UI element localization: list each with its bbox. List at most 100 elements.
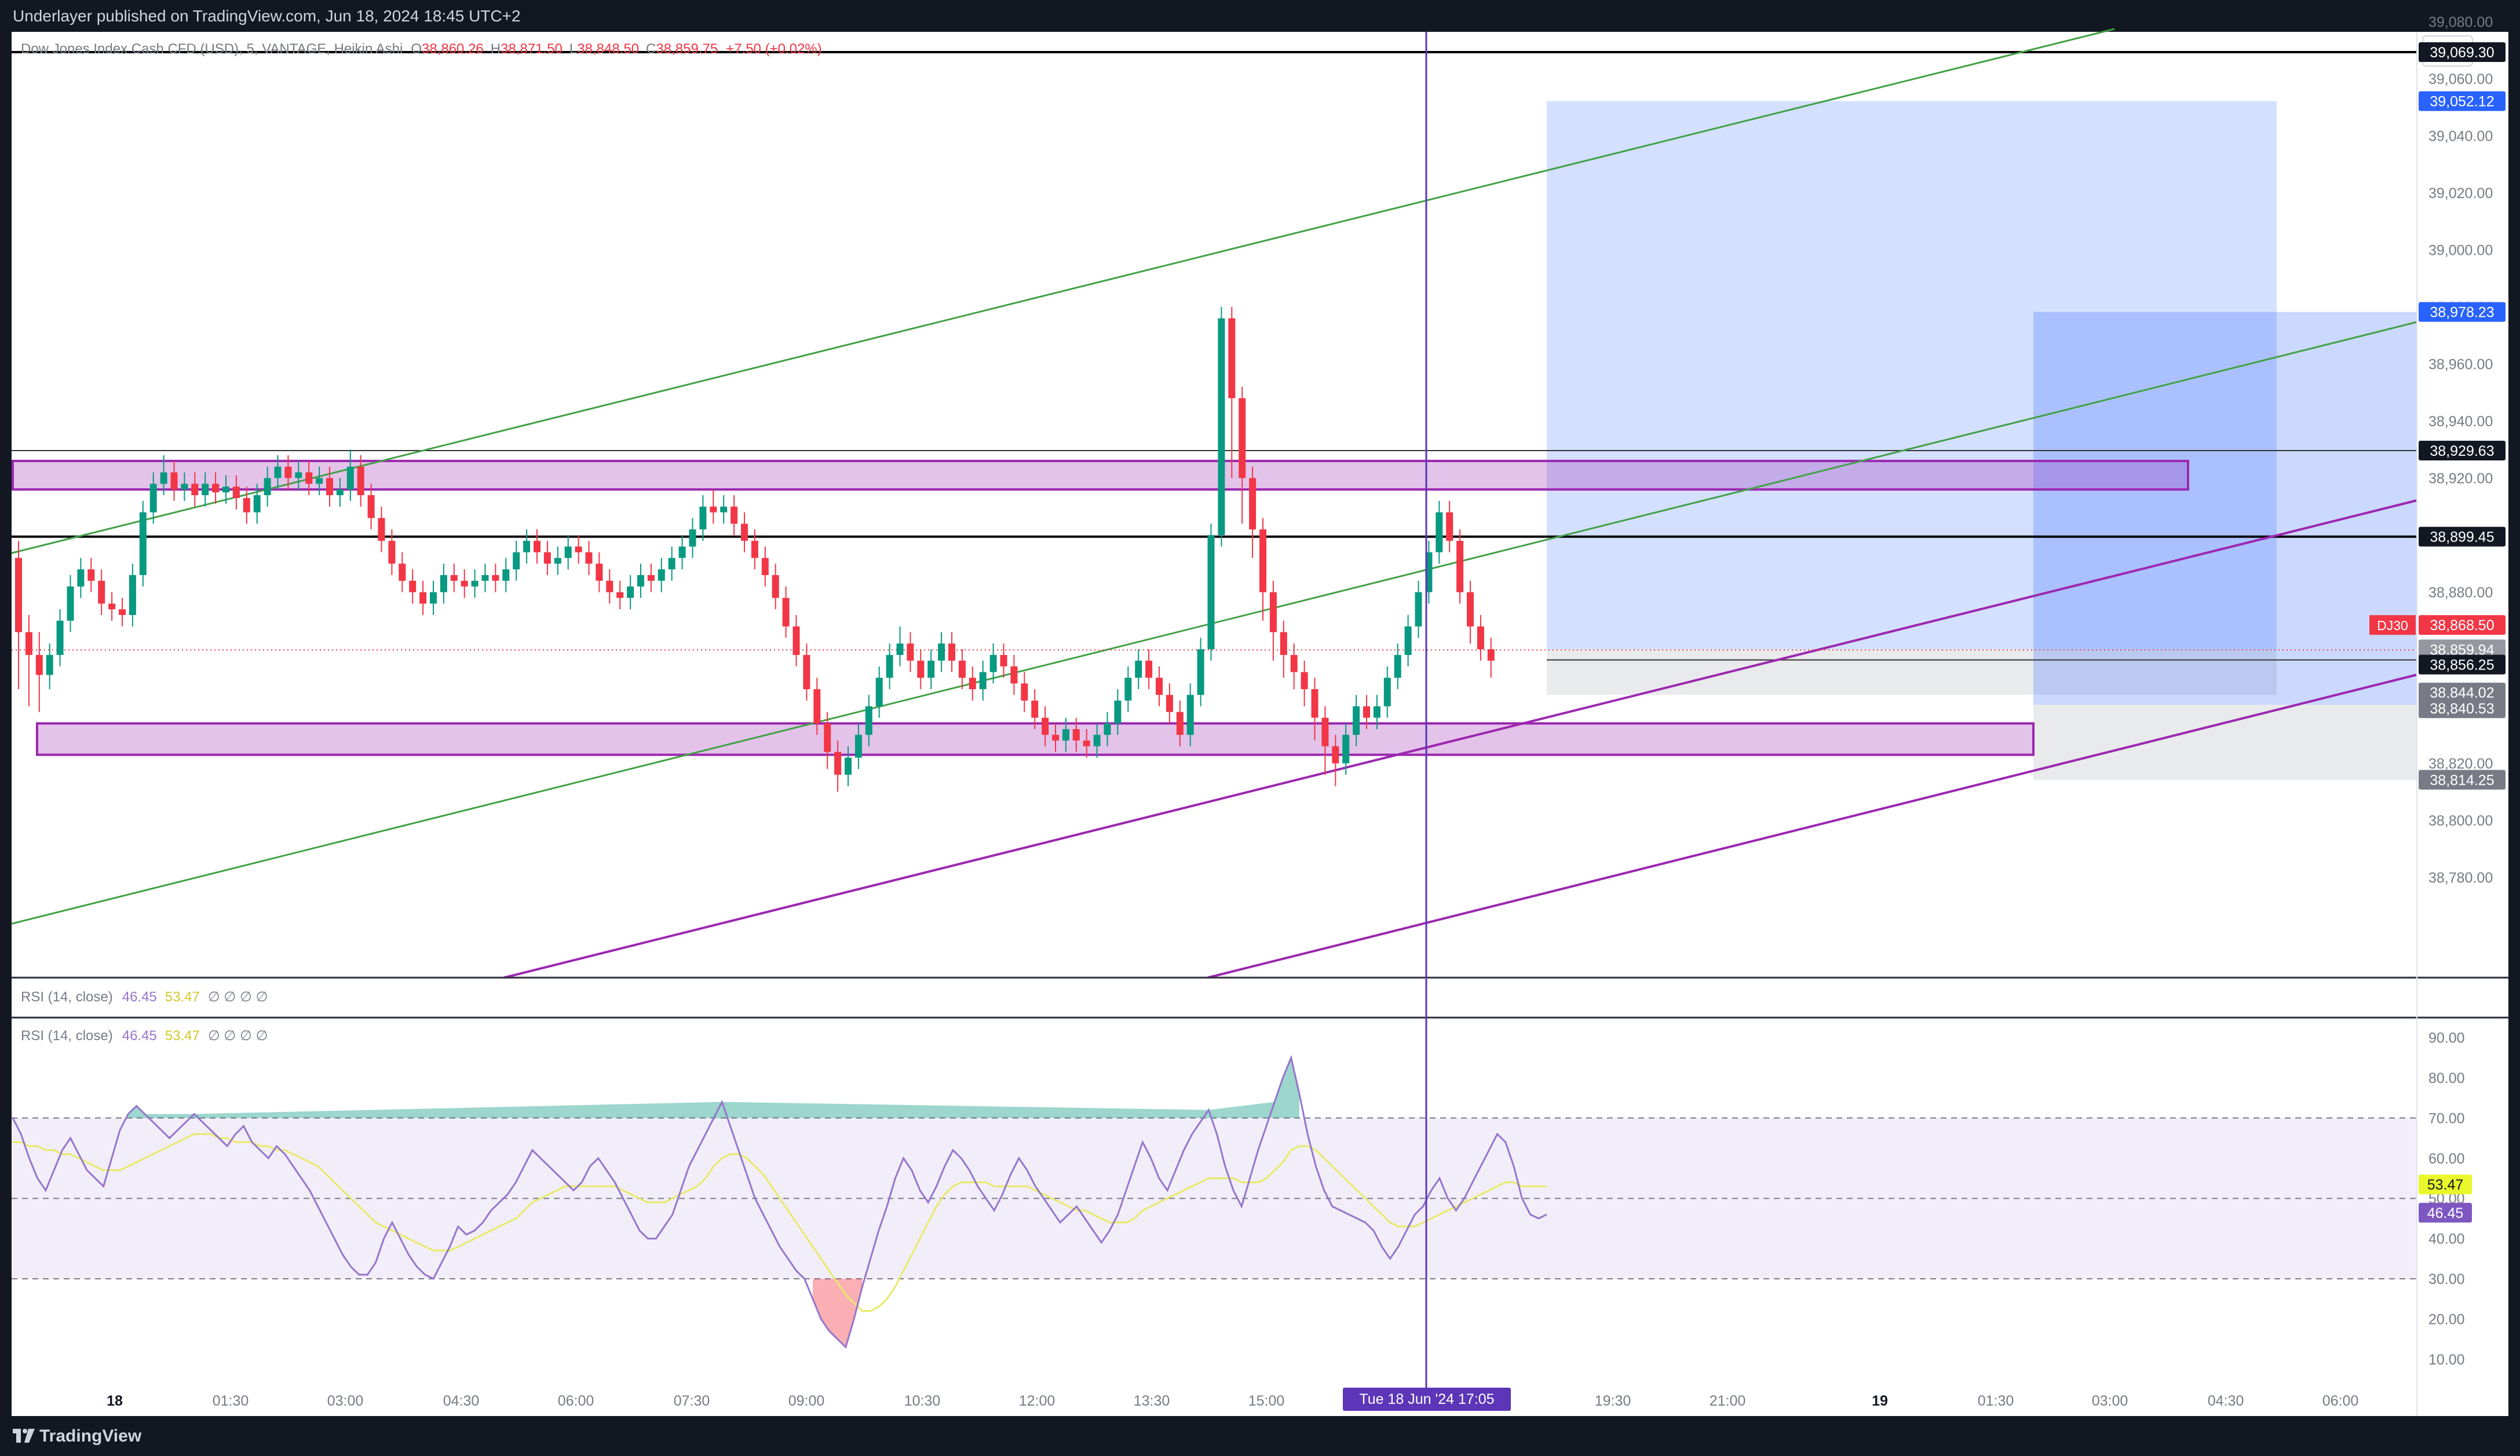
candle[interactable]	[253, 495, 261, 513]
candle[interactable]	[1031, 700, 1039, 718]
channel-upper-line[interactable]	[11, 28, 2115, 554]
candle[interactable]	[1062, 729, 1069, 741]
candle[interactable]	[243, 497, 250, 513]
candles[interactable]	[15, 306, 1495, 792]
candle[interactable]	[1207, 535, 1215, 650]
candle[interactable]	[616, 592, 624, 598]
candle[interactable]	[1010, 666, 1018, 684]
candle[interactable]	[647, 575, 655, 581]
candle[interactable]	[554, 558, 561, 564]
candle[interactable]	[1135, 660, 1142, 678]
candle[interactable]	[399, 564, 406, 581]
candle[interactable]	[1228, 318, 1236, 398]
candle[interactable]	[751, 540, 758, 558]
candle[interactable]	[772, 575, 779, 598]
candle[interactable]	[222, 486, 229, 493]
candle[interactable]	[813, 689, 821, 724]
candle[interactable]	[471, 580, 479, 587]
candle[interactable]	[803, 654, 810, 689]
candle[interactable]	[326, 478, 333, 496]
candle[interactable]	[875, 678, 883, 707]
candle[interactable]	[907, 643, 914, 661]
candle[interactable]	[1404, 626, 1412, 655]
candle[interactable]	[1072, 729, 1080, 741]
candle[interactable]	[98, 580, 105, 604]
candle[interactable]	[1446, 512, 1453, 541]
candle[interactable]	[388, 540, 396, 564]
candle[interactable]	[1104, 723, 1111, 735]
candle[interactable]	[575, 546, 582, 553]
candle[interactable]	[989, 654, 997, 672]
candle[interactable]	[1197, 649, 1204, 695]
candle[interactable]	[357, 466, 364, 496]
candle[interactable]	[927, 660, 935, 678]
candle[interactable]	[834, 752, 842, 775]
candle[interactable]	[1239, 398, 1246, 478]
candle[interactable]	[627, 586, 634, 598]
candle[interactable]	[1000, 654, 1007, 667]
candle[interactable]	[564, 546, 572, 558]
candle[interactable]	[1259, 529, 1266, 592]
candle[interactable]	[202, 484, 209, 496]
candle[interactable]	[461, 580, 468, 587]
candle[interactable]	[1311, 689, 1319, 718]
candle[interactable]	[1021, 683, 1028, 701]
candle[interactable]	[543, 552, 551, 564]
candle[interactable]	[741, 524, 748, 541]
long-position-target-zone[interactable]	[1547, 101, 2277, 650]
candle[interactable]	[1477, 626, 1484, 650]
candle[interactable]	[948, 643, 955, 661]
candle[interactable]	[1456, 540, 1464, 592]
candle[interactable]	[1280, 632, 1287, 655]
candle[interactable]	[160, 472, 167, 484]
candle[interactable]	[523, 540, 531, 553]
candle[interactable]	[1436, 512, 1443, 553]
candle[interactable]	[129, 575, 136, 615]
rsi-ma-line[interactable]	[13, 1133, 1547, 1312]
candle[interactable]	[181, 484, 188, 490]
candle[interactable]	[191, 484, 199, 496]
candle[interactable]	[1249, 478, 1257, 530]
candle[interactable]	[284, 466, 292, 478]
candle[interactable]	[678, 546, 686, 558]
candle[interactable]	[430, 592, 437, 604]
channel-purple-lower-line[interactable]	[1207, 674, 2417, 979]
candle[interactable]	[1052, 734, 1059, 741]
candle[interactable]	[1467, 592, 1474, 627]
candle[interactable]	[606, 580, 613, 592]
candle[interactable]	[367, 495, 375, 518]
supply-zone[interactable]	[12, 459, 2189, 491]
long-position-target-zone[interactable]	[2033, 312, 2417, 705]
candle[interactable]	[274, 466, 282, 478]
price-pane[interactable]: Dow Jones Index Cash CFD (USD), 5, VANTA…	[11, 28, 2417, 979]
candle[interactable]	[67, 586, 74, 621]
candle[interactable]	[87, 569, 95, 581]
candle[interactable]	[295, 472, 302, 478]
candle[interactable]	[1042, 718, 1049, 735]
candle[interactable]	[1342, 734, 1350, 764]
candle[interactable]	[481, 575, 489, 581]
candle[interactable]	[1415, 592, 1422, 627]
candle[interactable]	[534, 540, 540, 553]
candle[interactable]	[56, 620, 64, 655]
candle[interactable]	[886, 654, 893, 678]
candle[interactable]	[979, 672, 987, 689]
candle[interactable]	[170, 472, 178, 490]
candle[interactable]	[917, 660, 925, 678]
candle[interactable]	[1166, 694, 1173, 712]
rsi-line[interactable]	[12, 1055, 1547, 1349]
candle[interactable]	[378, 518, 385, 541]
candle[interactable]	[15, 558, 22, 632]
candle[interactable]	[761, 558, 769, 575]
candle[interactable]	[149, 484, 157, 513]
candle[interactable]	[1353, 706, 1360, 735]
candle[interactable]	[689, 529, 696, 547]
candle[interactable]	[409, 580, 417, 592]
candle[interactable]	[264, 478, 271, 496]
candle[interactable]	[1363, 706, 1370, 718]
candle[interactable]	[1321, 718, 1329, 747]
candle[interactable]	[637, 575, 644, 587]
candle[interactable]	[896, 643, 904, 655]
candle[interactable]	[854, 734, 862, 758]
